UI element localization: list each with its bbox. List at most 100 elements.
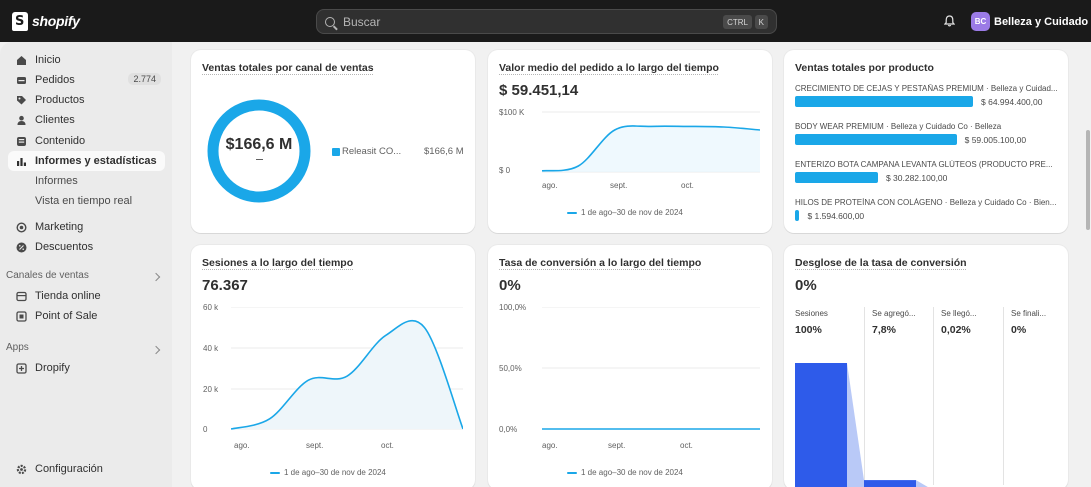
card-value: $ 59.451,14 [499,82,579,99]
scrollbar[interactable] [1086,130,1090,230]
sidebar-item-contenido[interactable]: Contenido [8,131,165,151]
search-input[interactable] [343,14,713,29]
shopify-logo[interactable]: shopify [12,11,80,31]
person-icon [17,115,26,125]
sidebar-item-label: Configuración [35,463,103,475]
sidebar-item-point-of-sale[interactable]: Point of Sale [8,306,165,326]
funnel-step-label: Sesiones [795,309,828,318]
x-tick-label: oct. [680,441,693,450]
legend-label: Releasit CO... [342,146,402,157]
chart-legend: 1 de ago–30 de nov de 2024 [567,468,683,477]
sessions-card: Sesiones a lo largo del tiempo 76.367 60… [191,245,475,487]
card-title[interactable]: Valor medio del pedido a lo largo del ti… [499,62,719,74]
product-name: BODY WEAR PREMIUM · Belleza y Cuidado Co… [795,122,1002,131]
funnel-divider [933,307,934,485]
donut-slice[interactable] [207,99,311,203]
legend-line [567,471,577,474]
product-bar[interactable] [795,96,973,107]
card-title: Ventas totales por producto [795,62,934,74]
aov-card: Valor medio del pedido a lo largo del ti… [488,50,772,233]
sidebar-item-label: Point of Sale [35,310,98,322]
funnel-bar[interactable] [795,363,847,487]
funnel-step-value: 100% [795,324,822,336]
legend-swatch [332,148,340,156]
store-name: Belleza y Cuidado Co [994,15,1091,28]
funnel-divider [1003,307,1004,485]
y-tick-label: 20 k [203,385,219,394]
x-tick-label: ago. [234,441,250,450]
sidebar-item-vista-tiempo-real[interactable]: Vista en tiempo real [8,191,165,211]
apps-chevron-icon[interactable] [151,345,161,355]
content-icon [17,136,26,146]
sidebar-item-clientes[interactable]: Clientes [8,110,165,130]
sidebar-item-label: Productos [35,94,85,106]
legend-value: $166,6 M [424,146,464,157]
funnel-step-label: Se agregó... [872,309,916,318]
sidebar-item-informes-estadisticas[interactable]: Informes y estadísticas [8,151,165,171]
sidebar-item-configuracion[interactable]: Configuración [8,459,165,479]
card-title[interactable]: Sesiones a lo largo del tiempo [202,257,354,269]
sidebar-item-label: Informes [35,175,78,187]
sidebar-item-label: Clientes [35,114,75,126]
sidebar-item-label: Marketing [35,221,84,233]
legend-line [270,471,280,474]
sidebar-item-descuentos[interactable]: Descuentos [8,237,165,257]
card-title[interactable]: Tasa de conversión a lo largo del tiempo [499,257,702,269]
sidebar-item-productos[interactable]: Productos [8,90,165,110]
sidebar-item-informes[interactable]: Informes [8,171,165,191]
bell-icon[interactable] [944,15,955,27]
sales-by-product-card: Ventas totales por producto CRECIMIENTO … [784,50,1068,233]
funnel-step-label: Se finali... [1011,309,1047,318]
x-tick-label: sept. [306,441,324,450]
search-icon [325,16,335,27]
sidebar-item-label: Contenido [35,135,86,147]
sidebar-item-pedidos[interactable]: Pedidos 2.774 [8,70,165,90]
apps-heading: Apps [6,342,29,353]
sidebar-item-tienda-online[interactable]: Tienda online [8,286,165,306]
sidebar-item-inicio[interactable]: Inicio [8,50,165,70]
product-name: HILOS DE PROTEÍNA CON COLÁGENO · Belleza… [795,198,1057,207]
sidebar-item-label: Inicio [35,54,61,66]
card-title[interactable]: Desglose de la tasa de conversión [795,257,967,269]
x-tick-label: oct. [681,181,694,190]
y-tick-label: 40 k [203,344,219,353]
shopify-bag-icon [12,11,28,31]
sidebar: Inicio Pedidos 2.774 Productos Clientes … [0,42,172,487]
sidebar-item-label: Pedidos [35,74,75,86]
y-tick-label: 60 k [203,303,219,312]
discount-icon [16,242,27,252]
x-tick-label: sept. [608,441,626,450]
product-bar[interactable] [795,210,800,221]
funnel-step-label: Se llegó... [941,309,977,318]
product-bar[interactable] [795,172,878,183]
analytics-icon [17,157,26,166]
donut-chart [207,99,311,203]
store-switcher[interactable]: BC Belleza y Cuidado Co [971,12,1091,31]
funnel-dropoff [916,480,928,487]
funnel-step-value: 0,02% [941,324,971,336]
funnel-chart [795,363,928,487]
sessions-area-chart [231,307,463,430]
sales-channels-chevron-icon[interactable] [151,272,161,282]
sidebar-item-dropify[interactable]: Dropify [8,358,165,378]
funnel-bar[interactable] [864,480,916,487]
funnel-divider [864,307,865,485]
funnel-dropoff [847,363,864,487]
orders-icon [17,76,26,84]
card-title[interactable]: Ventas totales por canal de ventas [202,62,374,74]
series-line [231,320,463,430]
search-bar[interactable]: CTRL K [316,9,777,34]
target-icon [16,221,27,233]
sidebar-item-marketing[interactable]: Marketing [8,217,165,237]
funnel-step-value: 7,8% [872,324,896,336]
donut-center-value: $166,6 M [225,136,293,153]
legend-label: 1 de ago–30 de nov de 2024 [284,468,386,477]
chart-legend: 1 de ago–30 de nov de 2024 [567,208,683,217]
product-bar[interactable] [795,134,957,145]
funnel-step: Se agregó... 7,8% [872,309,916,336]
shortcut-ctrl: CTRL [723,15,752,29]
sidebar-item-label: Descuentos [35,241,94,253]
sidebar-item-label: Dropify [35,362,70,374]
x-tick-label: ago. [542,441,558,450]
orders-count-badge: 2.774 [128,73,161,85]
